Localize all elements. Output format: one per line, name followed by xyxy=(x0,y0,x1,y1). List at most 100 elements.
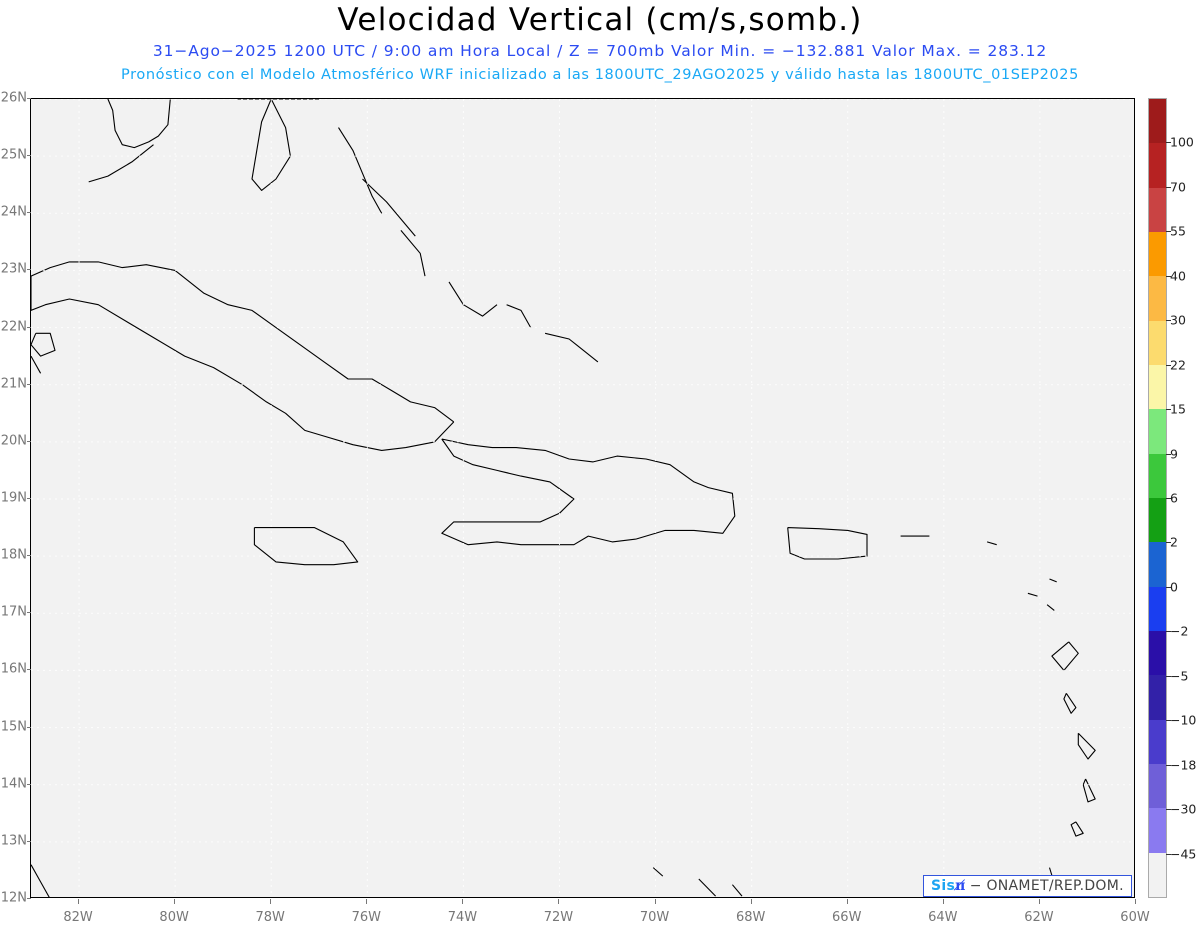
lat-tick xyxy=(27,498,31,499)
colorbar-tick xyxy=(1166,275,1171,277)
colorbar-tick-label: 0 xyxy=(1170,579,1178,595)
colorbar-band-1 xyxy=(1149,143,1166,188)
colorbar-band-3 xyxy=(1149,231,1166,277)
colorbar-band-9 xyxy=(1149,497,1166,543)
lon-tick-label: 60W xyxy=(1120,910,1150,925)
lat-tick xyxy=(27,155,31,157)
colorbar-tick-label: −2 xyxy=(1170,623,1189,639)
lon-tick-label: 64W xyxy=(928,910,958,925)
colorbar-tick-label: −18 xyxy=(1170,757,1197,773)
lon-tick-label: 74W xyxy=(447,910,478,925)
lat-tick-label: 26N xyxy=(0,90,27,106)
colorbar-band-14 xyxy=(1149,719,1166,764)
lat-tick-label: 21N xyxy=(0,376,27,392)
colorbar-tick xyxy=(1166,142,1171,144)
chart-subtitle-valid-time: 31−Ago−2025 1200 UTC / 9:00 am Hora Loca… xyxy=(152,42,1048,60)
lon-tick xyxy=(750,899,752,904)
logo-sis-text: Sis xyxy=(931,878,956,894)
lon-tick xyxy=(1135,899,1136,904)
colorbar-band-6 xyxy=(1149,364,1166,410)
lat-tick xyxy=(27,555,31,557)
lat-tick xyxy=(27,669,31,671)
logo-pi-icon: π̸ xyxy=(955,878,966,894)
lat-tick xyxy=(27,383,31,385)
lat-tick xyxy=(27,726,31,728)
colorbar-tick xyxy=(1166,231,1171,233)
lat-tick-label: 17N xyxy=(0,604,27,620)
lat-tick xyxy=(27,440,31,442)
latitude-axis: 12N 13N 14N 15N 16N 17N 18N 19N 20N 21N 22N 23N 24N 2… xyxy=(0,91,31,906)
lat-tick-label: 13N xyxy=(0,833,27,849)
lon-tick xyxy=(78,899,80,904)
colorbar-tick-label: −5 xyxy=(1170,668,1189,684)
colorbar-tick-label: 2 xyxy=(1170,534,1178,550)
lon-tick xyxy=(366,899,368,904)
lon-tick-label: 72W xyxy=(543,910,574,925)
colorbar-band-5 xyxy=(1149,320,1166,365)
colorbar-tick xyxy=(1166,675,1171,677)
lon-tick-label: 62W xyxy=(1024,910,1054,925)
colorbar-tick xyxy=(1166,453,1171,455)
vertical-velocity-field xyxy=(31,99,1134,897)
logo-agency-text: − ONAMET/REP.DOM. xyxy=(969,878,1124,894)
colorbar-tick xyxy=(1166,764,1171,766)
lat-tick-label: 18N xyxy=(0,547,27,563)
colorbar-band-11 xyxy=(1149,586,1166,631)
lat-tick xyxy=(27,612,31,614)
lon-tick xyxy=(270,899,272,904)
lat-tick-label: 16N xyxy=(0,661,27,677)
lat-tick xyxy=(27,326,31,328)
lat-tick xyxy=(27,269,31,271)
lon-tick xyxy=(462,899,464,904)
colorbar-tick xyxy=(1166,631,1171,633)
lon-tick xyxy=(846,899,848,904)
colorbar-band-8 xyxy=(1149,453,1166,498)
colorbar-band-15 xyxy=(1149,763,1166,809)
colorbar-tick-label: 6 xyxy=(1170,490,1178,506)
lon-tick xyxy=(1038,899,1040,904)
colorbar-tick xyxy=(1166,409,1171,411)
lat-tick xyxy=(27,898,31,899)
lon-tick-label: 70W xyxy=(639,910,670,925)
lon-tick-label: 82W xyxy=(63,910,93,925)
colorbar-tick xyxy=(1166,320,1171,322)
lat-tick xyxy=(27,212,31,214)
latlon-gridlines xyxy=(31,99,1134,897)
lat-tick-label: 25N xyxy=(0,147,27,163)
colorbar-tick xyxy=(1166,720,1171,722)
lon-tick xyxy=(942,899,944,904)
colorbar-tick-label: 22 xyxy=(1170,357,1186,373)
colorbar-tick xyxy=(1166,809,1171,811)
lon-tick xyxy=(174,899,176,904)
colorbar-band-7 xyxy=(1149,409,1166,454)
colorbar-tick-label: 30 xyxy=(1170,312,1186,328)
longitude-axis: 82W 80W 78W 76W 74W 72W 70W 68W 66W 64W 62W 60W xyxy=(30,899,1150,927)
lat-tick-label: 20N xyxy=(0,433,27,449)
lat-tick-label: 14N xyxy=(0,776,27,792)
colorbar-band-0 xyxy=(1149,99,1166,144)
lat-tick-label: 15N xyxy=(0,719,27,735)
colorbar-tick xyxy=(1166,853,1171,855)
lat-tick-label: 24N xyxy=(0,204,27,220)
lat-tick xyxy=(27,783,31,785)
colorbar-band-12 xyxy=(1149,630,1166,676)
lat-tick-label: 12N xyxy=(0,890,27,906)
lat-tick-label: 19N xyxy=(0,490,27,506)
colorbar-tick xyxy=(1166,542,1171,544)
colorbar-tick-label: −45 xyxy=(1170,846,1197,862)
colorbar-tick-label: 55 xyxy=(1170,223,1186,239)
colorbar-tick-label: 100 xyxy=(1170,134,1194,150)
colorbar xyxy=(1148,98,1167,898)
colorbar-band-13 xyxy=(1149,675,1166,720)
lon-tick xyxy=(558,899,560,904)
colorbar-tick-label: 15 xyxy=(1170,401,1186,417)
colorbar-tick-label: 9 xyxy=(1170,446,1178,462)
lat-tick-label: 22N xyxy=(0,319,27,335)
colorbar-tick-label: 70 xyxy=(1170,179,1186,195)
colorbar-tick-label: 40 xyxy=(1170,268,1186,284)
map-plot-area[interactable] xyxy=(30,98,1135,898)
lon-tick-label: 78W xyxy=(255,910,285,925)
attribution-logo: Sis π̸ − ONAMET/REP.DOM. xyxy=(923,875,1132,897)
lat-tick xyxy=(27,98,31,99)
colorbar-labels: 100 70 55 40 30 22 15 9 6 2 0 −2 −5 −10 −18 −30 −45 xyxy=(1166,98,1200,898)
